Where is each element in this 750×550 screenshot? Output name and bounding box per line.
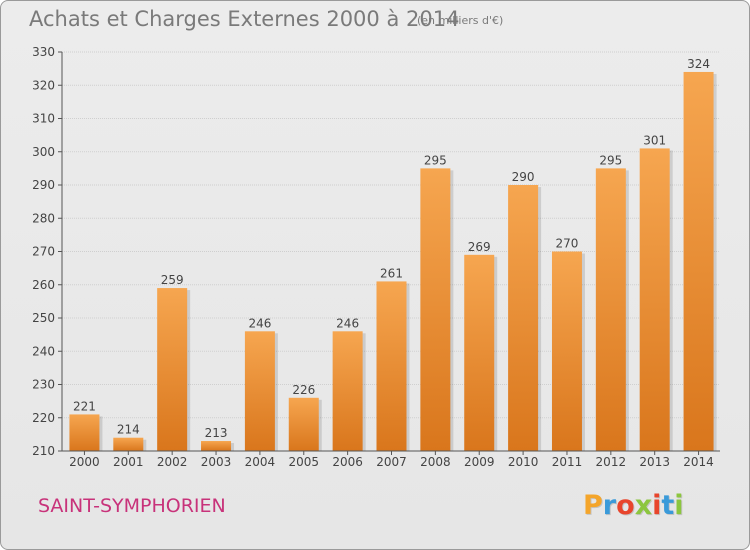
bar-2007 <box>376 281 407 451</box>
x-tick-label: 2000 <box>69 455 100 469</box>
city-name: SAINT-SYMPHORIEN <box>38 495 226 517</box>
data-label-2005: 226 <box>292 383 315 397</box>
logo-letter: r <box>602 490 617 521</box>
data-label-2002: 259 <box>161 273 184 287</box>
x-tick-label: 2012 <box>596 455 627 469</box>
data-label-2009: 269 <box>468 240 491 254</box>
logo-letter: o <box>616 490 635 521</box>
y-tick-label: 210 <box>32 444 55 458</box>
logo-letter: x <box>634 490 653 521</box>
bar-2010 <box>508 185 539 451</box>
x-tick-label: 2003 <box>201 455 232 469</box>
data-label-2014: 324 <box>687 57 710 71</box>
x-tick-label: 2008 <box>420 455 451 469</box>
data-label-2007: 261 <box>380 266 403 280</box>
logo-letter: t <box>661 490 675 521</box>
bar-2014 <box>683 71 714 451</box>
x-tick-label: 2014 <box>683 455 714 469</box>
y-tick-label: 260 <box>32 278 55 292</box>
x-tick-label: 2002 <box>157 455 188 469</box>
data-label-2010: 290 <box>512 170 535 184</box>
y-tick-label: 220 <box>32 411 55 425</box>
y-tick-label: 280 <box>32 211 55 225</box>
x-tick-label: 2004 <box>245 455 276 469</box>
axes: 210 220 230 240 250 260 270 280 290 300 310 320 330 2… <box>32 45 720 469</box>
data-label-2008: 295 <box>424 153 447 167</box>
x-tick-label: 2007 <box>376 455 407 469</box>
y-tick-label: 270 <box>32 245 55 259</box>
bar-2011 <box>551 251 582 451</box>
proxiti-logo: Proxiti <box>583 490 684 521</box>
data-label-2004: 246 <box>248 316 271 330</box>
y-tick-label: 310 <box>32 112 55 126</box>
x-tick-label: 2006 <box>332 455 363 469</box>
x-tick-label: 2005 <box>288 455 319 469</box>
bar-2001 <box>113 437 144 451</box>
bar-2002 <box>157 288 188 451</box>
x-tick-label: 2001 <box>113 455 144 469</box>
y-tick-label: 330 <box>32 45 55 59</box>
data-label-2006: 246 <box>336 316 359 330</box>
bar-2000 <box>69 414 100 451</box>
bar-2005 <box>288 397 319 451</box>
y-tick-label: 250 <box>32 311 55 325</box>
data-label-2000: 221 <box>73 399 96 413</box>
bar-2009 <box>464 254 495 451</box>
x-tick-label: 2009 <box>464 455 495 469</box>
x-tick-label: 2010 <box>508 455 539 469</box>
data-labels: 221 214 259 213 246 226 246 261 295 269 290 270 295 3… <box>73 57 710 440</box>
bar-2004 <box>244 331 275 451</box>
data-label-2003: 213 <box>205 426 228 440</box>
bar-2006 <box>332 331 363 451</box>
logo-letter: i <box>674 490 684 521</box>
data-label-2012: 295 <box>599 153 622 167</box>
x-tick-label: 2011 <box>552 455 583 469</box>
data-label-2011: 270 <box>556 237 579 251</box>
y-tick-label: 230 <box>32 378 55 392</box>
y-tick-label: 240 <box>32 344 55 358</box>
data-label-2013: 301 <box>643 133 666 147</box>
logo-letter: P <box>583 490 603 521</box>
bar-2013 <box>639 148 670 452</box>
bars <box>69 71 717 452</box>
y-tick-label: 320 <box>32 78 55 92</box>
chart-unit: (en milliers d'€) <box>417 14 504 27</box>
logo-letter: i <box>652 490 662 521</box>
y-tick-label: 300 <box>32 145 55 159</box>
data-label-2001: 214 <box>117 423 140 437</box>
bar-2008 <box>420 168 451 451</box>
x-tick-label: 2013 <box>639 455 670 469</box>
bar-2003 <box>201 441 232 451</box>
y-tick-label: 290 <box>32 178 55 192</box>
chart-title: Achats et Charges Externes 2000 à 2014 <box>29 7 460 31</box>
bar-2012 <box>595 168 626 451</box>
